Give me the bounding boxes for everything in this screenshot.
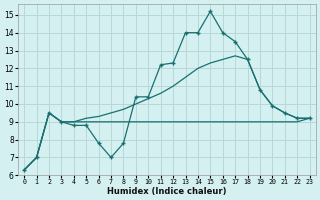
X-axis label: Humidex (Indice chaleur): Humidex (Indice chaleur)	[107, 187, 227, 196]
